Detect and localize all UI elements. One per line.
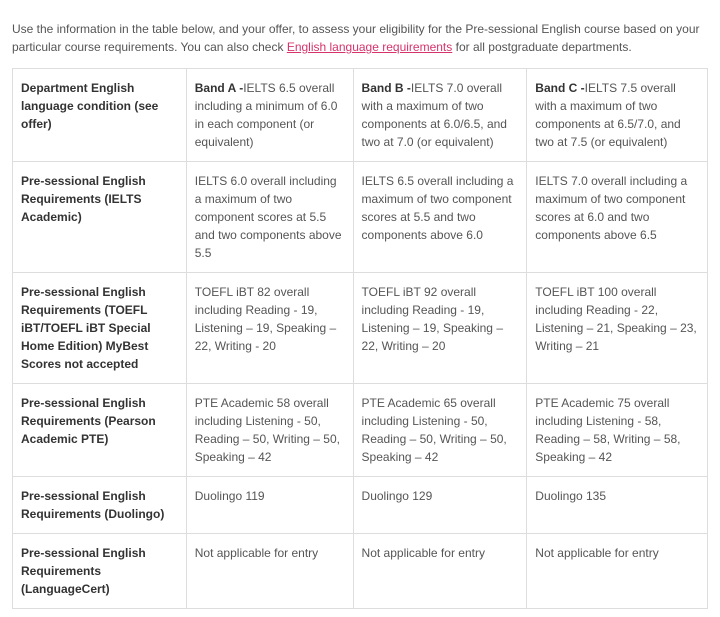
cell-ielts-a: IELTS 6.0 overall including a maximum of… (186, 162, 353, 273)
cell-duolingo-b: Duolingo 129 (353, 477, 527, 534)
cell-toefl-b: TOEFL iBT 92 overall including Reading -… (353, 273, 527, 384)
band-a-label: Band A - (195, 81, 243, 95)
cell-band-b-header: Band B -IELTS 7.0 overall with a maximum… (353, 69, 527, 162)
cell-toefl-c: TOEFL iBT 100 overall including Reading … (527, 273, 708, 384)
english-requirements-link[interactable]: English language requirements (287, 40, 452, 54)
cell-pte-a: PTE Academic 58 overall including Listen… (186, 384, 353, 477)
row-header-duolingo: Pre-sessional English Requirements (Duol… (13, 477, 187, 534)
table-row: Pre-sessional English Requirements (IELT… (13, 162, 708, 273)
table-row: Pre-sessional English Requirements (TOEF… (13, 273, 708, 384)
intro-text-2: for all postgraduate departments. (452, 40, 631, 54)
row-header-pte: Pre-sessional English Requirements (Pear… (13, 384, 187, 477)
row-header-ielts: Pre-sessional English Requirements (IELT… (13, 162, 187, 273)
row-header-toefl: Pre-sessional English Requirements (TOEF… (13, 273, 187, 384)
cell-languagecert-b: Not applicable for entry (353, 534, 527, 609)
row-header-languagecert: Pre-sessional English Requirements (Lang… (13, 534, 187, 609)
cell-languagecert-a: Not applicable for entry (186, 534, 353, 609)
band-b-label: Band B - (362, 81, 411, 95)
table-row: Pre-sessional English Requirements (Duol… (13, 477, 708, 534)
cell-toefl-a: TOEFL iBT 82 overall including Reading -… (186, 273, 353, 384)
cell-band-a-header: Band A -IELTS 6.5 overall including a mi… (186, 69, 353, 162)
table-row: Department English language condition (s… (13, 69, 708, 162)
row-header-dept-condition: Department English language condition (s… (13, 69, 187, 162)
cell-ielts-c: IELTS 7.0 overall including a maximum of… (527, 162, 708, 273)
intro-paragraph: Use the information in the table below, … (12, 20, 708, 56)
table-row: Pre-sessional English Requirements (Pear… (13, 384, 708, 477)
cell-duolingo-a: Duolingo 119 (186, 477, 353, 534)
cell-ielts-b: IELTS 6.5 overall including a maximum of… (353, 162, 527, 273)
cell-pte-c: PTE Academic 75 overall including Listen… (527, 384, 708, 477)
cell-pte-b: PTE Academic 65 overall including Listen… (353, 384, 527, 477)
cell-languagecert-c: Not applicable for entry (527, 534, 708, 609)
band-c-label: Band C - (535, 81, 584, 95)
cell-band-c-header: Band C -IELTS 7.5 overall with a maximum… (527, 69, 708, 162)
requirements-table: Department English language condition (s… (12, 68, 708, 609)
table-row: Pre-sessional English Requirements (Lang… (13, 534, 708, 609)
cell-duolingo-c: Duolingo 135 (527, 477, 708, 534)
